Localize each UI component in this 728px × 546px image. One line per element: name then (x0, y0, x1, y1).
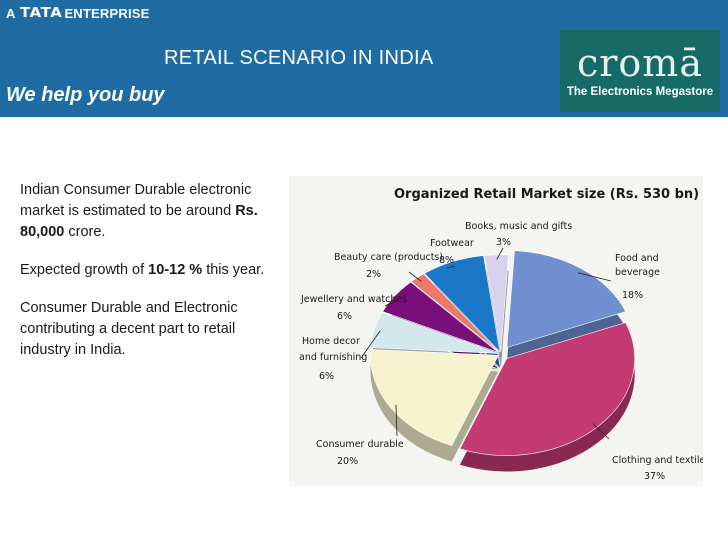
para2-bold: 10-12 % (148, 262, 203, 278)
pie-slice-books-music-and-gifts (484, 254, 509, 352)
pie-slice-consumer-durable (370, 349, 499, 446)
label-footwear: Footwear (430, 238, 474, 249)
label-jewellery: Jewellery and watches (300, 294, 407, 305)
pie-slice-home-decor-and-furnishing (369, 311, 499, 354)
leader-line-0 (577, 272, 612, 282)
para1-end: crore. (64, 224, 106, 240)
header-bar: A TATA ENTERPRISE RETAIL SCENARIO IN IND… (0, 0, 728, 117)
pie-slice-beauty-care-products- (410, 273, 500, 353)
label-beauty-value: 2% (366, 269, 381, 280)
leader-lines (360, 247, 612, 440)
label-beauty: Beauty care (products) (334, 252, 443, 263)
pie-slice-clothing-and-textile (459, 322, 635, 456)
pie-slice-jewellery-and-watches (382, 281, 499, 353)
pie-slice-footwear (423, 255, 501, 353)
tag-prefix: A (6, 5, 16, 21)
pie-slices-group (369, 250, 635, 456)
para1-bold: Rs. 80,000 (20, 203, 258, 240)
para2-end: this year. (202, 262, 265, 278)
label-jewellery-value: 6% (337, 311, 352, 322)
para2-text: Expected growth of (20, 262, 149, 278)
label-footwear-value: 8% (439, 255, 454, 266)
para1-text: Indian Consumer Durable electronic marke… (20, 182, 252, 219)
market-estimate-paragraph: Indian Consumer Durable electronic marke… (20, 180, 282, 243)
label-food-value: 18% (622, 290, 643, 301)
leader-line-4 (384, 298, 401, 307)
label-clothing-value: 37% (644, 471, 665, 482)
label-consumer-value: 20% (337, 456, 358, 467)
croma-brand: cromā (576, 41, 703, 85)
retail-pie-chart: Organized Retail Market size (Rs. 530 bn… (289, 176, 703, 486)
croma-logo: cromā The Electronics Megastore (560, 30, 720, 112)
page-title: RETAIL SCENARIO IN INDIA (164, 47, 434, 69)
contribution-paragraph: Consumer Durable and Electronic contribu… (20, 300, 238, 358)
pie-slice-food-and-beverage (506, 250, 627, 348)
label-food-line1: Food and (615, 253, 659, 264)
leader-line-5 (408, 271, 422, 282)
leader-line-3 (360, 330, 381, 359)
leader-line-2 (395, 404, 398, 437)
label-home-value: 6% (319, 371, 334, 382)
label-clothing: Clothing and textile (612, 455, 703, 466)
croma-tagline: The Electronics Megastore (566, 86, 714, 98)
label-books-value: 3% (496, 237, 511, 248)
pie-chart-svg: Organized Retail Market size (Rs. 530 bn… (299, 187, 703, 482)
chart-title: Organized Retail Market size (Rs. 530 bn… (394, 187, 699, 202)
enterprise-tag: A TATA ENTERPRISE (6, 4, 150, 22)
body-text: Indian Consumer Durable electronic marke… (20, 180, 282, 378)
label-home-line2: and furnishing (299, 352, 367, 363)
label-books: Books, music and gifts (465, 221, 572, 232)
leader-line-1 (592, 423, 610, 440)
label-food-line2: beverage (615, 267, 660, 278)
tata-logo: TATA (19, 5, 62, 21)
label-home-line1: Home decor (302, 336, 360, 347)
growth-paragraph: Expected growth of 10-12 % this year. (20, 260, 282, 281)
leader-line-6 (446, 265, 455, 269)
label-consumer: Consumer durable (316, 439, 404, 450)
slogan: We help you buy (6, 84, 165, 106)
leader-line-7 (496, 247, 504, 260)
tag-suffix: ENTERPRISE (64, 5, 150, 21)
